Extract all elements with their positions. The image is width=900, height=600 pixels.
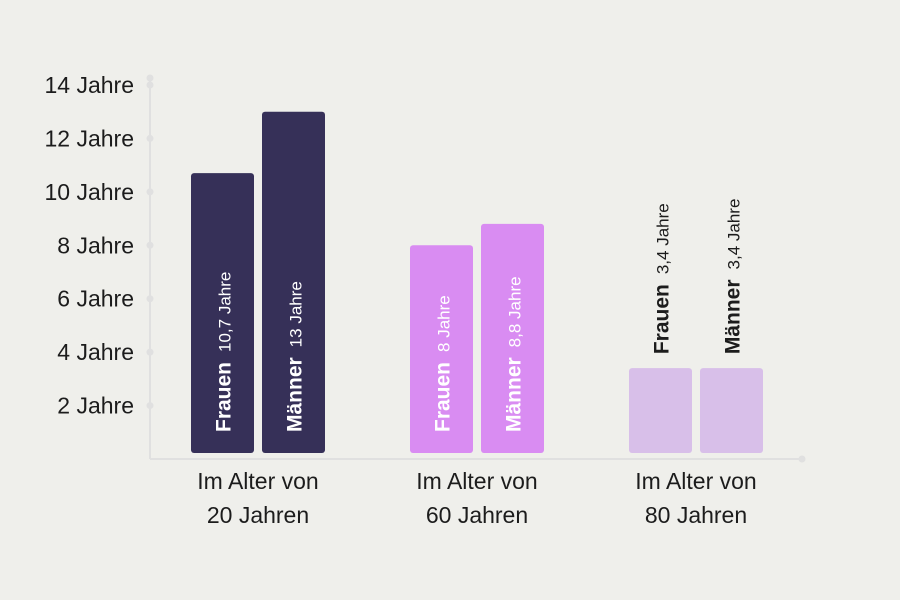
y-tick-dot xyxy=(146,295,154,303)
bar-group: Frauen 10,7 Jahre Männer 13 Jahre xyxy=(191,111,325,453)
bar-value-label: 10,7 Jahre xyxy=(216,272,235,352)
y-tick-dot xyxy=(146,402,154,410)
bar-frauen xyxy=(410,245,473,453)
bar-value-label: 3,4 Jahre xyxy=(725,199,744,270)
category-label-line1: Im Alter von xyxy=(416,468,537,494)
x-axis-end-dot xyxy=(798,455,806,463)
bar-value-label: 8,8 Jahre xyxy=(506,276,525,347)
bar-label: Frauen 3,4 Jahre xyxy=(651,203,674,354)
category-label-line2: 60 Jahren xyxy=(426,502,528,528)
y-tick-dot xyxy=(146,134,154,142)
y-tick-label: 14 Jahre xyxy=(44,72,134,98)
category-label-line2: 80 Jahren xyxy=(645,502,747,528)
bar-frauen xyxy=(629,368,692,453)
bar-value-label: 3,4 Jahre xyxy=(654,203,673,274)
bar-label: Männer 13 Jahre xyxy=(284,281,307,432)
y-tick-label: 10 Jahre xyxy=(44,179,134,205)
bar-value-label: 13 Jahre xyxy=(287,281,306,347)
bar-series-name: Frauen xyxy=(432,362,455,432)
y-tick-dot xyxy=(146,348,154,356)
category-label-line1: Im Alter von xyxy=(197,468,318,494)
bar-frauen xyxy=(191,173,254,453)
bar-label: Frauen 8 Jahre xyxy=(432,295,455,432)
y-tick-dot xyxy=(146,188,154,196)
bar-männer xyxy=(700,368,763,453)
bar-value-label: 8 Jahre xyxy=(435,295,454,352)
bar-series-name: Männer xyxy=(722,279,745,354)
y-tick-label: 6 Jahre xyxy=(57,286,134,312)
y-axis-end-dot xyxy=(146,74,154,82)
bar-label: Männer 3,4 Jahre xyxy=(722,199,745,355)
y-axis-ticks: 2 Jahre 4 Jahre 6 Jahre 8 Jahre 10 Jahre 12 J… xyxy=(44,72,154,419)
y-tick-label: 2 Jahre xyxy=(57,393,134,419)
x-axis-labels: Im Alter von 20 Jahren Im Alter von 60 Jahr… xyxy=(197,468,756,528)
bar-series-name: Frauen xyxy=(651,284,674,354)
bar-series-name: Männer xyxy=(284,357,307,432)
y-tick-label: 8 Jahre xyxy=(57,232,134,258)
bar-label: Männer 8,8 Jahre xyxy=(503,276,526,432)
category-label-line2: 20 Jahren xyxy=(207,502,309,528)
bar-label: Frauen 10,7 Jahre xyxy=(213,272,236,432)
bar-männer xyxy=(262,111,325,453)
bar-group: Frauen 8 Jahre Männer 8,8 Jahre xyxy=(410,223,544,453)
y-tick-label: 12 Jahre xyxy=(44,125,134,151)
y-tick-label: 4 Jahre xyxy=(57,339,134,365)
bar-series-name: Männer xyxy=(503,357,526,432)
bar-series-name: Frauen xyxy=(213,362,236,432)
bar-männer xyxy=(481,223,544,453)
category-label-line1: Im Alter von xyxy=(635,468,756,494)
y-tick-dot xyxy=(146,241,154,249)
y-tick-dot xyxy=(146,81,154,89)
chart-bars: Frauen 10,7 Jahre Männer 13 Jahre Frauen 8 Ja… xyxy=(191,111,763,453)
bar-group: Frauen 3,4 Jahre Männer 3,4 Jahre xyxy=(629,199,763,453)
